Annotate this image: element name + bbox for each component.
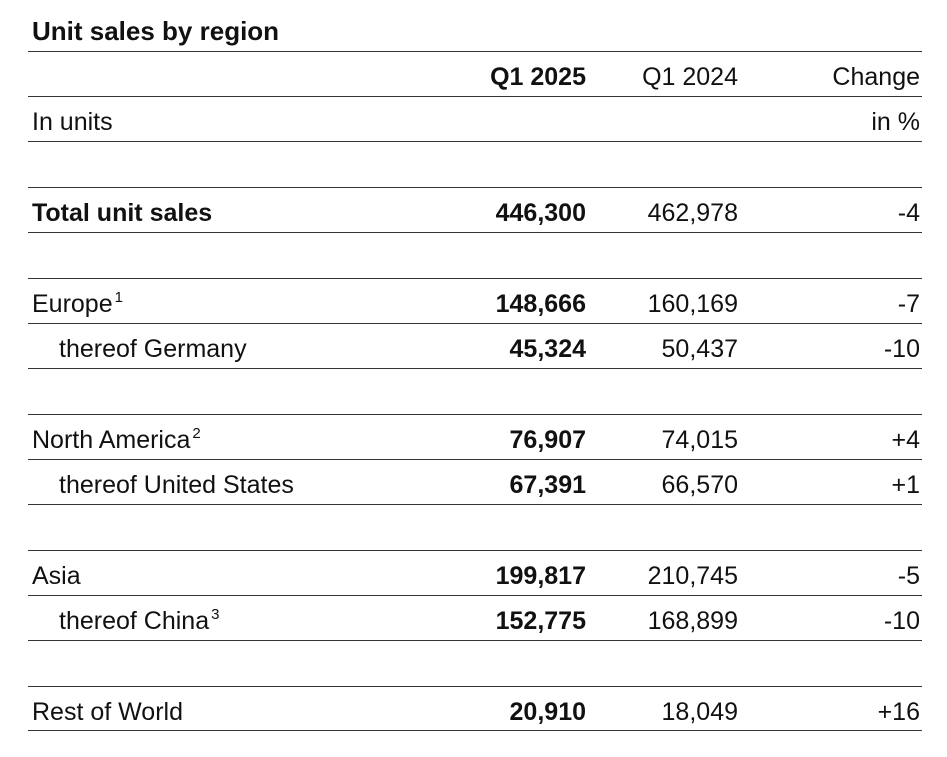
rest-of-world-change: +16 (877, 698, 920, 726)
unit-label: In units (32, 108, 113, 136)
china-prior: 168,899 (647, 607, 738, 635)
change-unit-label: in % (871, 108, 920, 136)
china-label: thereof China (59, 607, 210, 635)
asia-label: Asia (32, 562, 81, 590)
header-row: Q1 2025 Q1 2024 Change (28, 51, 922, 96)
china-footnote: 3 (211, 606, 220, 623)
rest-of-world-row: Rest of World 20,910 18,049 +16 (28, 686, 922, 731)
north-america-label: North America (32, 426, 191, 454)
unit-row: In units in % (28, 96, 922, 141)
spacer-row (28, 504, 922, 550)
total-row: Total unit sales 446,300 462,978 -4 (28, 187, 922, 232)
total-change: -4 (897, 199, 920, 227)
total-label: Total unit sales (32, 199, 213, 227)
rest-of-world-current: 20,910 (509, 698, 586, 726)
europe-row: Europe 1 148,666 160,169 -7 (28, 278, 922, 323)
asia-current: 199,817 (495, 562, 586, 590)
asia-row: Asia 199,817 210,745 -5 (28, 550, 922, 595)
spacer-row (28, 368, 922, 414)
spacer-row (28, 141, 922, 187)
rest-of-world-prior: 18,049 (661, 698, 738, 726)
germany-change: -10 (883, 335, 920, 363)
united-states-label: thereof United States (59, 471, 294, 499)
germany-row: thereof Germany 45,324 50,437 -10 (28, 323, 922, 368)
united-states-change: +1 (891, 471, 920, 499)
north-america-change: +4 (891, 426, 920, 454)
europe-change: -7 (897, 290, 920, 318)
europe-label: Europe (32, 290, 113, 318)
header-change: Change (832, 63, 920, 91)
total-prior: 462,978 (647, 199, 738, 227)
china-row: thereof China 3 152,775 168,899 -10 (28, 595, 922, 640)
china-current: 152,775 (495, 607, 586, 635)
north-america-prior: 74,015 (661, 426, 738, 454)
north-america-label-cell: North America 2 (32, 415, 201, 459)
asia-prior: 210,745 (647, 562, 738, 590)
germany-prior: 50,437 (661, 335, 738, 363)
north-america-current: 76,907 (509, 426, 586, 454)
china-change: -10 (883, 607, 920, 635)
total-current: 446,300 (495, 199, 586, 227)
unit-sales-table: Q1 2025 Q1 2024 Change In units in % Tot… (28, 51, 922, 731)
europe-label-cell: Europe 1 (32, 279, 123, 323)
spacer-row (28, 640, 922, 686)
europe-current: 148,666 (495, 290, 586, 318)
header-q1-2025: Q1 2025 (490, 63, 586, 91)
china-label-cell: thereof China 3 (59, 596, 219, 640)
table-title: Unit sales by region (32, 16, 280, 46)
germany-label: thereof Germany (59, 335, 247, 363)
united-states-row: thereof United States 67,391 66,570 +1 (28, 459, 922, 504)
united-states-current: 67,391 (509, 471, 586, 499)
asia-change: -5 (897, 562, 920, 590)
united-states-prior: 66,570 (661, 471, 738, 499)
spacer-row (28, 232, 922, 278)
germany-current: 45,324 (509, 335, 586, 363)
header-q1-2024: Q1 2024 (642, 63, 738, 91)
europe-footnote: 1 (114, 289, 123, 306)
europe-prior: 160,169 (647, 290, 738, 318)
north-america-row: North America 2 76,907 74,015 +4 (28, 414, 922, 459)
north-america-footnote: 2 (192, 425, 201, 442)
rest-of-world-label: Rest of World (32, 698, 183, 726)
